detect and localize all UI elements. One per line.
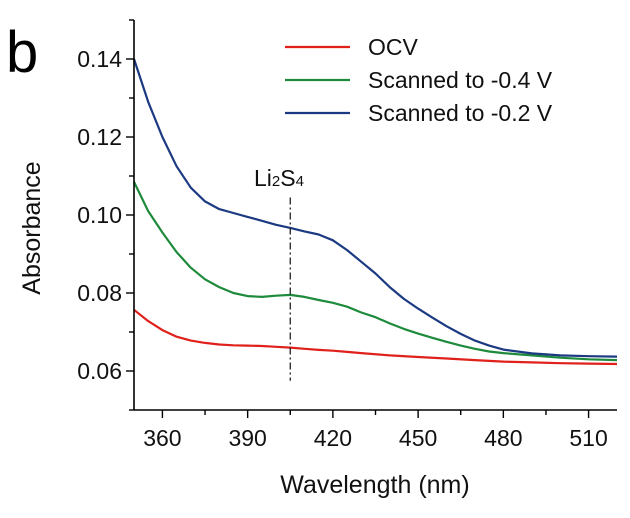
- y-tick-label: 0.08: [77, 280, 122, 306]
- y-tick-label: 0.14: [77, 46, 122, 72]
- x-tick-label: 480: [484, 425, 522, 451]
- annotation-label: Li2S4: [254, 165, 304, 191]
- series-line-2: [133, 181, 618, 362]
- series-line-3: [132, 58, 618, 358]
- x-axis-title: Wavelength (nm): [280, 471, 469, 499]
- x-tick-label: 510: [569, 425, 607, 451]
- x-tick-label: 390: [228, 425, 266, 451]
- series-layer: [132, 58, 618, 366]
- x-tick-label: 360: [143, 425, 181, 451]
- series-line-1: [133, 308, 618, 366]
- panel-label: b: [6, 20, 38, 85]
- legend: OCV Scanned to -0.4 V Scanned to -0.2 V: [285, 34, 553, 126]
- y-tick-label: 0.12: [77, 124, 122, 150]
- legend-label-2: Scanned to -0.4 V: [368, 67, 553, 93]
- y-axis-title: Absorbance: [18, 161, 46, 294]
- y-tick-label: 0.06: [77, 358, 122, 384]
- x-tick-label: 420: [314, 425, 352, 451]
- legend-label-3: Scanned to -0.2 V: [368, 100, 553, 126]
- x-tick-label: 450: [399, 425, 437, 451]
- axes-layer: 360 390 420 450 480 510 0.06 0.08 0.10 0.12 0.14: [77, 19, 617, 451]
- y-tick-label: 0.10: [77, 202, 122, 228]
- annotation-layer: Li2S4: [254, 165, 304, 381]
- legend-label-1: OCV: [368, 34, 419, 60]
